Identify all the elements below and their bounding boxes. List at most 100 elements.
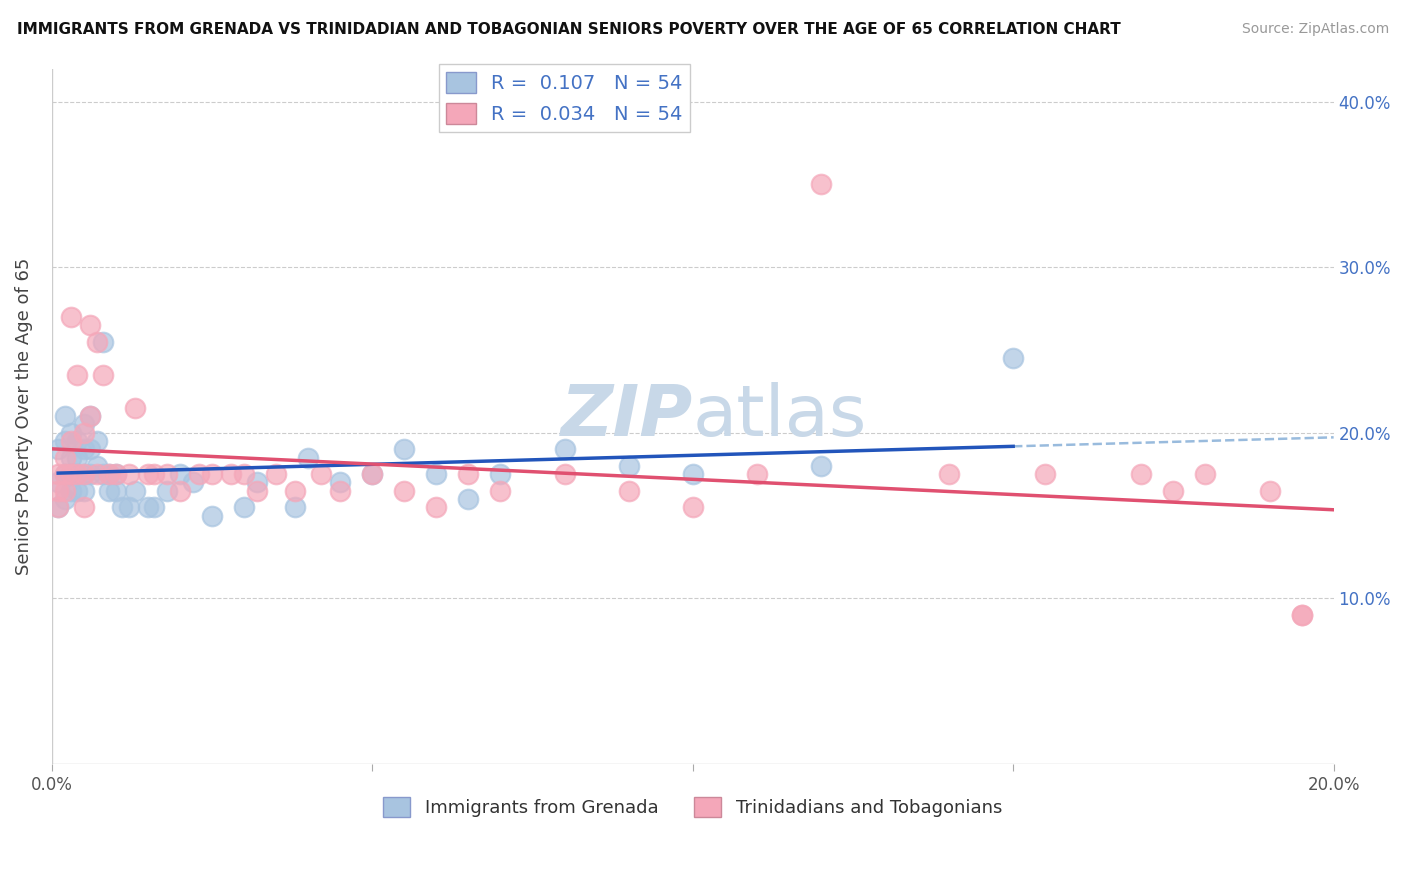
Point [118, 500, 141, 515]
Point [46, 442, 69, 457]
Text: ZIP: ZIP [561, 382, 693, 450]
Point [1002, 351, 1025, 366]
Point [553, 442, 575, 457]
Point [111, 500, 134, 515]
Point [219, 467, 242, 482]
Point [53, 409, 76, 424]
Point [1194, 467, 1216, 482]
Point [86, 334, 108, 349]
Point [46, 500, 69, 515]
Point [66, 450, 89, 465]
Point [1130, 467, 1153, 482]
Point [53, 434, 76, 448]
Point [104, 467, 127, 482]
Point [284, 483, 307, 498]
Point [181, 475, 204, 490]
Point [284, 500, 307, 515]
Point [136, 467, 159, 482]
Point [233, 467, 256, 482]
Point [53, 491, 76, 506]
Point [46, 467, 69, 482]
Point [73, 500, 96, 515]
Point [457, 467, 479, 482]
Point [246, 483, 269, 498]
Point [682, 500, 704, 515]
Point [617, 483, 640, 498]
Point [394, 442, 416, 457]
Point [1258, 483, 1281, 498]
Point [79, 318, 101, 332]
Point [86, 458, 108, 473]
Point [553, 467, 575, 482]
Point [79, 409, 101, 424]
Point [59, 310, 82, 324]
Point [53, 483, 76, 498]
Point [297, 450, 319, 465]
Point [425, 467, 447, 482]
Point [46, 475, 69, 490]
Point [264, 467, 287, 482]
Point [79, 467, 101, 482]
Point [617, 458, 640, 473]
Point [79, 442, 101, 457]
Point [98, 467, 121, 482]
Point [98, 467, 121, 482]
Point [169, 483, 191, 498]
Point [73, 442, 96, 457]
Point [66, 368, 89, 382]
Point [1033, 467, 1056, 482]
Point [201, 508, 224, 523]
Point [489, 483, 512, 498]
Point [309, 467, 332, 482]
Point [329, 483, 352, 498]
Point [361, 467, 384, 482]
Point [59, 450, 82, 465]
Point [1291, 607, 1313, 622]
Point [233, 500, 256, 515]
Y-axis label: Seniors Poverty Over the Age of 65: Seniors Poverty Over the Age of 65 [15, 258, 32, 574]
Point [66, 467, 89, 482]
Point [143, 500, 166, 515]
Point [46, 483, 69, 498]
Point [91, 334, 114, 349]
Point [46, 500, 69, 515]
Point [188, 467, 211, 482]
Point [745, 467, 768, 482]
Point [73, 483, 96, 498]
Point [104, 467, 127, 482]
Point [246, 475, 269, 490]
Point [91, 467, 114, 482]
Point [86, 467, 108, 482]
Point [124, 401, 146, 415]
Point [66, 483, 89, 498]
Point [489, 467, 512, 482]
Point [169, 467, 191, 482]
Point [1291, 607, 1313, 622]
Point [104, 483, 127, 498]
Point [59, 434, 82, 448]
Point [59, 467, 82, 482]
Point [156, 483, 179, 498]
Point [118, 467, 141, 482]
Point [938, 467, 960, 482]
Point [53, 467, 76, 482]
Point [810, 458, 832, 473]
Point [53, 467, 76, 482]
Point [394, 483, 416, 498]
Point [66, 434, 89, 448]
Point [73, 467, 96, 482]
Legend: Immigrants from Grenada, Trinidadians and Tobagonians: Immigrants from Grenada, Trinidadians an… [375, 790, 1010, 824]
Point [73, 417, 96, 432]
Point [73, 467, 96, 482]
Point [329, 475, 352, 490]
Text: Source: ZipAtlas.com: Source: ZipAtlas.com [1241, 22, 1389, 37]
Point [53, 450, 76, 465]
Point [79, 409, 101, 424]
Text: IMMIGRANTS FROM GRENADA VS TRINIDADIAN AND TOBAGONIAN SENIORS POVERTY OVER THE A: IMMIGRANTS FROM GRENADA VS TRINIDADIAN A… [17, 22, 1121, 37]
Point [136, 500, 159, 515]
Point [59, 425, 82, 440]
Point [156, 467, 179, 482]
Point [361, 467, 384, 482]
Point [73, 425, 96, 440]
Text: atlas: atlas [693, 382, 868, 450]
